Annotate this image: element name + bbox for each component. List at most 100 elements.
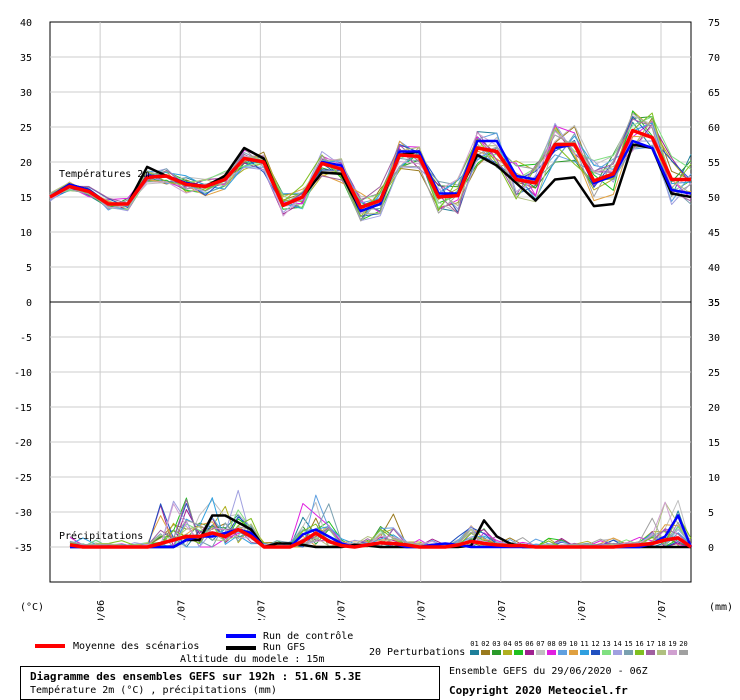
perturbation-number: 05 — [514, 640, 523, 648]
precip-right-tick: 35 — [708, 298, 720, 309]
perturbation-9-temp — [49, 132, 692, 211]
temp-left-tick: 5 — [26, 263, 32, 274]
perturbation-7-temp — [49, 115, 692, 214]
temp-left-tick: 40 — [20, 18, 32, 29]
perturbation-swatch — [503, 650, 512, 655]
mean-legend-label: Moyenne des scénarios — [73, 641, 200, 652]
perturbation-swatch — [492, 650, 501, 655]
precip-left-tick: -25 — [14, 473, 32, 484]
temp-left-tick: 0 — [26, 298, 32, 309]
perturbation-number: 20 — [679, 640, 688, 648]
x-tick-label: 06/07 — [577, 600, 588, 620]
perturbation-swatch — [514, 650, 523, 655]
perturbation-number: 03 — [492, 640, 501, 648]
perturbation-swatch — [536, 650, 545, 655]
precip-left-tick: -10 — [14, 368, 32, 379]
main-series — [49, 128, 693, 549]
perturbation-number: 18 — [657, 640, 666, 648]
temp-right-tick: 40 — [708, 263, 720, 274]
perturbation-number: 07 — [536, 640, 545, 648]
mean-precip-line — [69, 527, 693, 549]
perturbation-18-temp — [49, 119, 692, 214]
precip-left-tick: -5 — [20, 333, 32, 344]
temp-left-tick: 15 — [20, 193, 32, 204]
precip-right-tick: 15 — [708, 438, 720, 449]
perturbation-swatch — [657, 650, 666, 655]
copyright-label: Copyright 2020 Meteociel.fr — [449, 684, 628, 697]
temp-panel-label: Températures 2m — [59, 168, 149, 180]
ensemble-run-label: Ensemble GEFS du 29/06/2020 - 06Z — [449, 666, 648, 677]
precip-right-tick: 30 — [708, 333, 720, 344]
precip-right-tick: 10 — [708, 473, 720, 484]
x-tick-label: 07/07 — [657, 600, 668, 620]
perturbation-number: 16 — [635, 640, 644, 648]
perturbation-swatch — [525, 650, 534, 655]
temp-left-tick: 25 — [20, 123, 32, 134]
chart-subtitle: Température 2m (°C) , précipitations (mm… — [30, 685, 277, 696]
perturbation-number: 12 — [591, 640, 600, 648]
perturbation-swatch — [580, 650, 589, 655]
precip-right-tick: 0 — [708, 543, 714, 554]
perturbation-number: 13 — [602, 640, 611, 648]
perturbation-number: 08 — [547, 640, 556, 648]
precip-left-tick: -30 — [14, 508, 32, 519]
x-tick-label: 05/07 — [497, 600, 508, 620]
perturbation-number: 09 — [558, 640, 567, 648]
gfs-legend-label: Run GFS — [263, 642, 306, 653]
perturbation-number: 11 — [580, 640, 589, 648]
perturbation-swatch — [635, 650, 644, 655]
temp-left-tick: 35 — [20, 53, 32, 64]
altitude-label: Altitude du modele : 15m — [180, 654, 325, 665]
perturbation-swatch — [481, 650, 490, 655]
perturbation-number: 01 — [470, 640, 479, 648]
precip-right-tick: 25 — [708, 368, 720, 379]
perturbation-number: 17 — [646, 640, 655, 648]
x-tick-label: 30/06 — [96, 600, 107, 620]
precip-left-tick: -15 — [14, 403, 32, 414]
right-unit: (mm) — [709, 602, 733, 613]
x-tick-label: 01/07 — [176, 600, 187, 620]
perturbation-swatch — [624, 650, 633, 655]
perturbation-swatch — [679, 650, 688, 655]
perturbations-label: 20 Perturbations — [369, 647, 466, 658]
perturbation-number: 02 — [481, 640, 490, 648]
temp-left-tick: 30 — [20, 88, 32, 99]
perturbation-number: 19 — [668, 640, 677, 648]
perturbation-swatch — [646, 650, 655, 655]
temp-right-tick: 75 — [708, 18, 720, 29]
temp-left-tick: 20 — [20, 158, 32, 169]
perturbation-number: 14 — [613, 640, 622, 648]
footer-title-box: Diagramme des ensembles GEFS sur 192h : … — [20, 666, 440, 700]
perturbation-swatch — [470, 650, 479, 655]
perturbation-swatch — [668, 650, 677, 655]
gfs-legend-swatch — [226, 646, 256, 650]
temp-right-tick: 45 — [708, 228, 720, 239]
perturbation-number: 04 — [503, 640, 512, 648]
perturbation-10-temp — [49, 127, 692, 214]
temp-right-tick: 60 — [708, 123, 720, 134]
temp-right-tick: 50 — [708, 193, 720, 204]
perturbation-number: 15 — [624, 640, 633, 648]
temp-right-tick: 70 — [708, 53, 720, 64]
perturbation-number: 10 — [569, 640, 578, 648]
precip-left-tick: -35 — [14, 543, 32, 554]
mean-temp-line — [49, 128, 691, 210]
x-tick-label: 04/07 — [417, 600, 428, 620]
precip-right-tick: 20 — [708, 403, 720, 414]
precip-right-tick: 5 — [708, 508, 714, 519]
precip-panel-label: Précipitations — [59, 530, 143, 542]
chart-title: Diagramme des ensembles GEFS sur 192h : … — [30, 670, 362, 683]
left-unit: (°C) — [20, 602, 44, 613]
temp-left-tick: 10 — [20, 228, 32, 239]
perturbation-swatch — [569, 650, 578, 655]
chart-grid — [49, 21, 692, 583]
temp-right-tick: 35 — [708, 298, 720, 309]
temp-right-tick: 65 — [708, 88, 720, 99]
perturbation-swatch — [602, 650, 611, 655]
perturbation-4-precip — [69, 505, 692, 548]
temp-right-tick: 55 — [708, 158, 720, 169]
mean-legend-swatch — [35, 644, 65, 648]
control-legend-label: Run de contrôle — [263, 631, 354, 642]
